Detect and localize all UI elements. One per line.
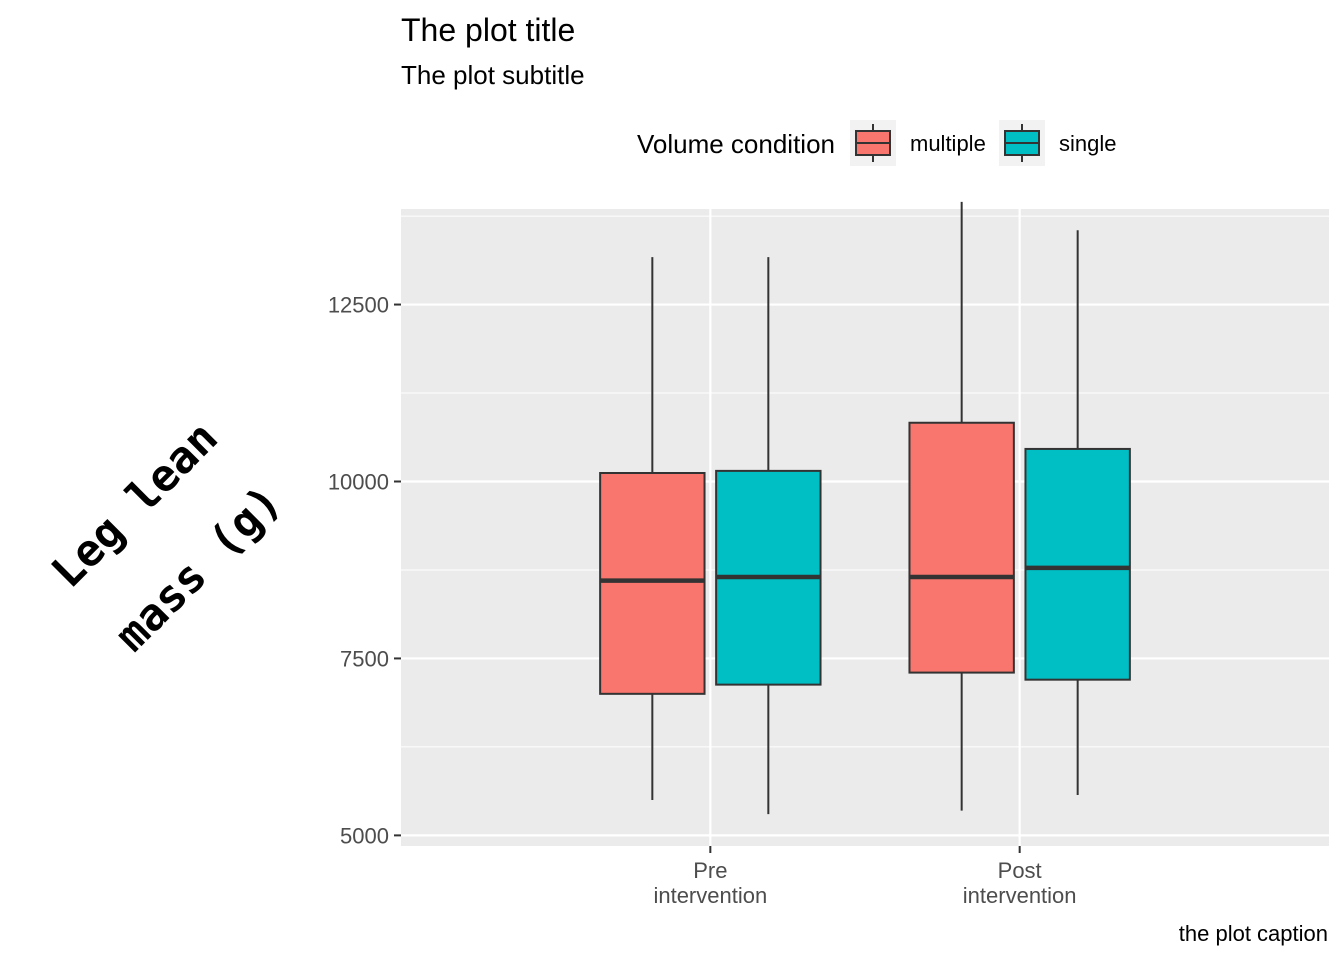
chart-title: The plot title: [401, 12, 575, 48]
x-tick-label: intervention: [653, 883, 767, 908]
box-multiple-0: [599, 257, 706, 800]
legend-entry-multiple: multiple: [850, 120, 986, 166]
y-axis: 5000 7500 10000 12500: [328, 293, 401, 848]
y-tick-label: 7500: [340, 646, 389, 671]
x-tick-label: Pre: [693, 858, 727, 883]
legend: Volume condition multiple single: [637, 120, 1116, 166]
box-single-0: [715, 257, 822, 815]
chart-subtitle: The plot subtitle: [401, 60, 585, 90]
legend-entry-single: single: [999, 120, 1116, 166]
chart-caption: the plot caption: [1179, 921, 1328, 946]
legend-label: multiple: [910, 131, 986, 156]
box-body: [599, 472, 706, 695]
boxes: [599, 201, 1131, 815]
y-tick-label: 5000: [340, 823, 389, 848]
box-single-1: [1024, 230, 1131, 796]
box-body: [1024, 447, 1131, 681]
grid-lines: [401, 209, 1329, 846]
y-tick-label: 12500: [328, 293, 389, 318]
plot-panel: [401, 209, 1329, 846]
box-multiple-1: [908, 201, 1015, 811]
legend-title: Volume condition: [637, 129, 835, 159]
y-tick-label: 10000: [328, 469, 389, 494]
y-axis-label: Leg lean mass (g): [42, 412, 292, 662]
legend-label: single: [1059, 131, 1116, 156]
x-tick-label: intervention: [963, 883, 1077, 908]
box-body: [908, 421, 1015, 674]
x-tick-label: Post: [998, 858, 1042, 883]
